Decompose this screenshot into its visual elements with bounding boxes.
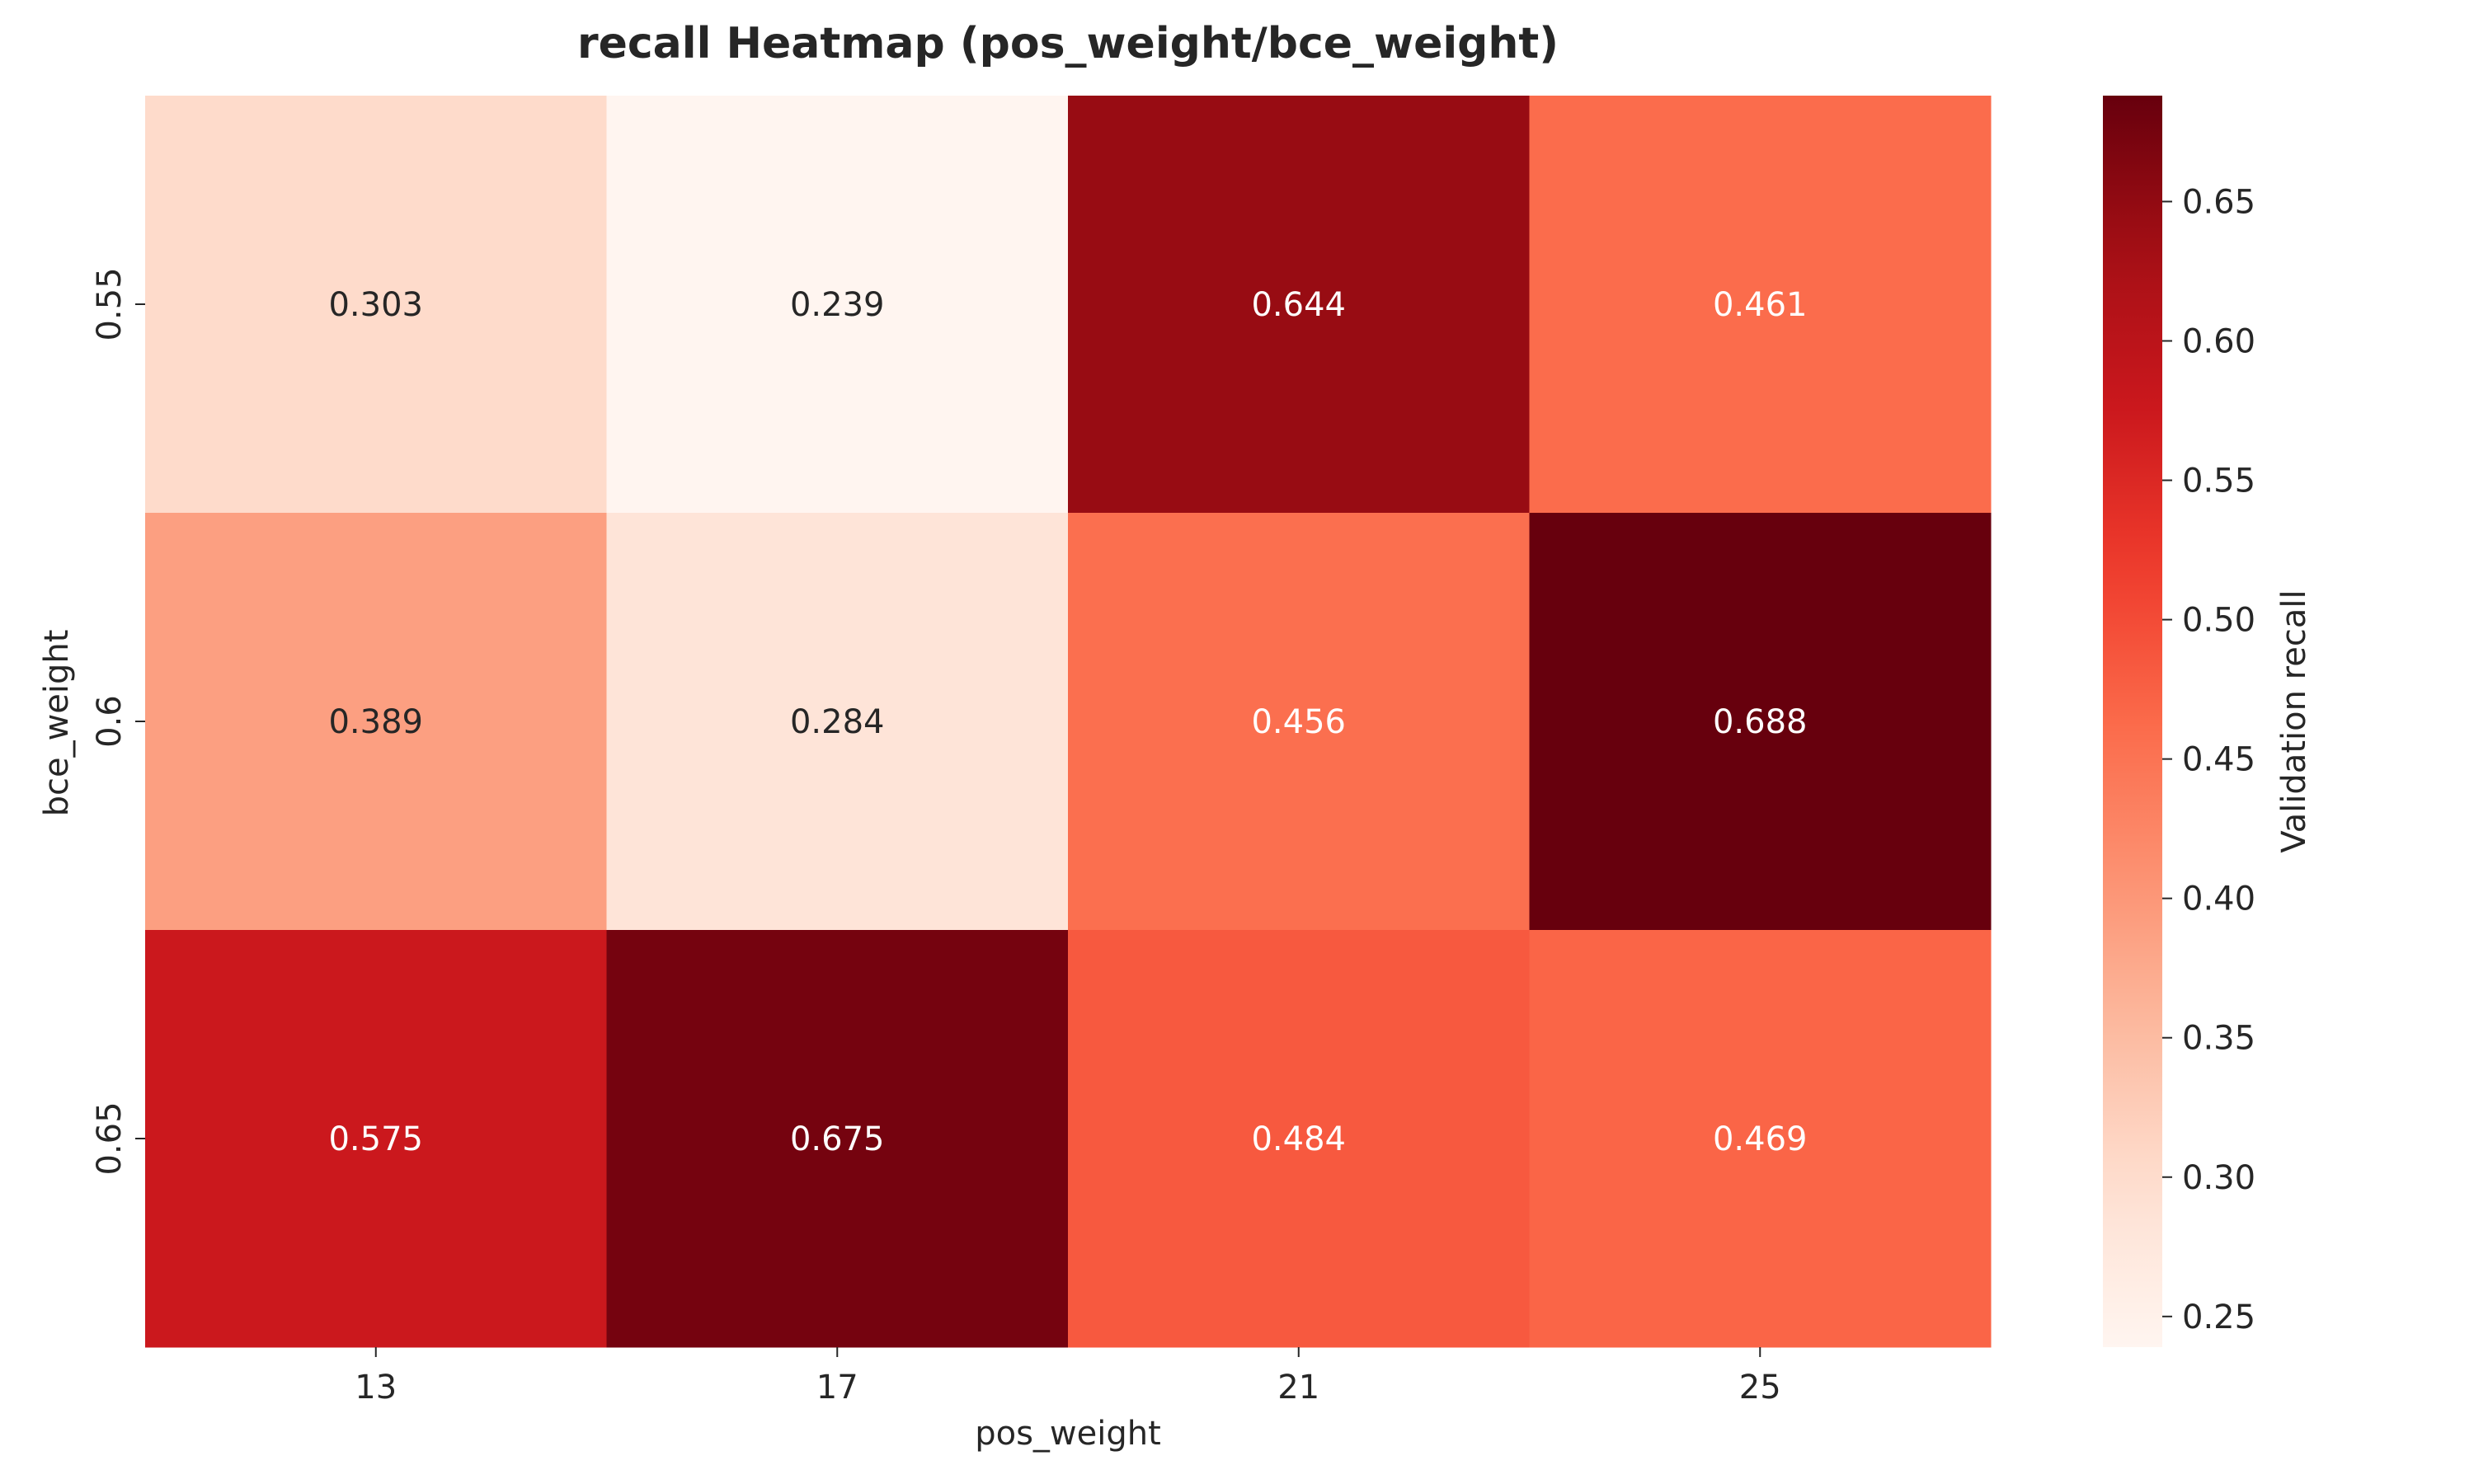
cell-value-label: 0.303 bbox=[328, 286, 423, 324]
y-tick-label: 0.55 bbox=[91, 267, 129, 340]
heatmap-cell bbox=[1068, 930, 1530, 1348]
cell-value-label: 0.484 bbox=[1251, 1120, 1346, 1158]
colorbar-tick-label: 0.30 bbox=[2182, 1159, 2255, 1197]
colorbar-tick-label: 0.45 bbox=[2182, 741, 2255, 779]
heatmap-cell bbox=[606, 930, 1069, 1348]
heatmap-cell bbox=[1529, 930, 1992, 1348]
heatmap-cell bbox=[606, 513, 1069, 931]
heatmap-cell bbox=[145, 513, 607, 931]
cell-value-label: 0.239 bbox=[790, 286, 885, 324]
colorbar-tick-label: 0.35 bbox=[2182, 1020, 2255, 1058]
colorbar-tick-label: 0.65 bbox=[2182, 183, 2255, 221]
heatmap-cell bbox=[606, 96, 1069, 514]
x-axis-label: pos_weight bbox=[975, 1415, 1161, 1453]
heatmap-cell bbox=[145, 96, 607, 514]
colorbar-tick-label: 0.25 bbox=[2182, 1298, 2255, 1336]
y-axis-label: bce_weight bbox=[38, 630, 76, 817]
y-axis-ticks: 0.55 0.6 0.65 bbox=[91, 267, 145, 1176]
colorbar-label: Validation recall bbox=[2275, 589, 2313, 852]
cell-value-label: 0.675 bbox=[790, 1120, 885, 1158]
heatmap-cell bbox=[1068, 96, 1530, 514]
colorbar-tick-label: 0.50 bbox=[2182, 602, 2255, 640]
heatmap-cell bbox=[145, 930, 607, 1348]
x-axis-ticks: 13 17 21 25 bbox=[355, 1347, 1781, 1407]
colorbar-ticks: 0.25 0.30 0.35 0.40 0.45 0.50 0.55 0.60 0.65 bbox=[2162, 183, 2255, 1336]
cell-value-label: 0.456 bbox=[1251, 703, 1346, 741]
cell-value-label: 0.389 bbox=[328, 703, 423, 741]
cell-value-label: 0.284 bbox=[790, 703, 885, 741]
colorbar bbox=[2103, 96, 2162, 1347]
colorbar-tick-label: 0.55 bbox=[2182, 463, 2255, 500]
cell-value-label: 0.644 bbox=[1251, 286, 1346, 324]
x-tick-label: 21 bbox=[1277, 1369, 1319, 1407]
heatmap-cell bbox=[1529, 96, 1992, 514]
cell-value-label: 0.469 bbox=[1713, 1120, 1808, 1158]
y-tick-label: 0.65 bbox=[91, 1101, 129, 1175]
x-tick-label: 17 bbox=[816, 1369, 858, 1407]
cell-value-label: 0.688 bbox=[1713, 703, 1808, 741]
heatmap-cells: 0.303 0.239 0.644 0.461 0.389 0.284 0.456 0.688… bbox=[145, 96, 1992, 1348]
cell-value-label: 0.461 bbox=[1713, 286, 1808, 324]
y-tick-label: 0.6 bbox=[91, 695, 129, 748]
x-tick-label: 13 bbox=[355, 1369, 397, 1407]
chart-title: recall Heatmap (pos_weight/bce_weight) bbox=[577, 19, 1559, 68]
heatmap-cell bbox=[1068, 513, 1530, 931]
colorbar-tick-label: 0.40 bbox=[2182, 881, 2255, 918]
heatmap-cell bbox=[1529, 513, 1992, 931]
x-tick-label: 25 bbox=[1739, 1369, 1781, 1407]
cell-value-label: 0.575 bbox=[328, 1120, 423, 1158]
colorbar-tick-label: 0.60 bbox=[2182, 323, 2255, 361]
